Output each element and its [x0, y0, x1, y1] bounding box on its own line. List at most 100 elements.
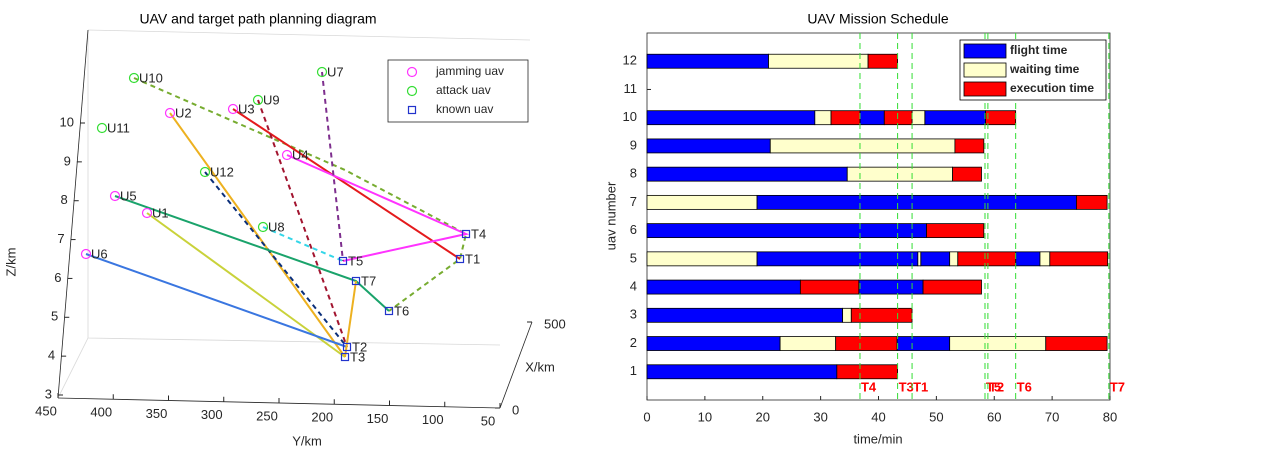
- node-label: U4: [292, 147, 309, 162]
- node-marker: [384, 306, 394, 316]
- node-marker: [406, 85, 418, 97]
- path-edge: [204, 171, 348, 348]
- path-edge: [169, 112, 346, 358]
- task-bar: [896, 336, 951, 351]
- y-axis-label: uav number: [603, 181, 618, 250]
- node-label: U10: [139, 70, 163, 85]
- z-tick-label: 3: [45, 386, 52, 401]
- task-bar: [646, 138, 771, 154]
- y-tick-label: 400: [90, 405, 112, 420]
- legend-label: flight time: [1010, 43, 1068, 57]
- x-tick-label: 0: [643, 409, 650, 424]
- node-marker: [407, 105, 417, 115]
- node-label: U1: [152, 205, 169, 220]
- node-label: U7: [327, 64, 344, 79]
- y-tick-label: 250: [256, 408, 278, 423]
- task-bar: [924, 110, 986, 126]
- node-marker: [340, 352, 350, 362]
- node-marker: [252, 94, 264, 106]
- node-marker: [257, 221, 269, 233]
- path-edge: [133, 77, 468, 312]
- node-marker: [141, 207, 153, 219]
- node-marker: [96, 122, 108, 134]
- x-tick-label: 70: [1045, 409, 1059, 424]
- path-edge: [257, 99, 348, 348]
- task-bar: [756, 251, 919, 267]
- path-edge: [344, 280, 357, 358]
- z-axis-label: Z/km: [3, 248, 18, 277]
- chart-title: UAV Mission Schedule: [807, 11, 949, 27]
- task-bar: [768, 53, 869, 69]
- y-tick-label: 450: [35, 403, 57, 418]
- z-tick-label: 4: [48, 348, 55, 363]
- task-marker-label: T3: [899, 379, 914, 394]
- node-label: T1: [465, 251, 480, 266]
- task-bar: [646, 194, 758, 210]
- x-tick-label: 500: [544, 316, 566, 331]
- y-tick-label: 300: [201, 407, 223, 422]
- legend-label: known uav: [436, 102, 493, 116]
- task-marker-label: T2: [989, 379, 1004, 394]
- task-bar: [846, 166, 953, 182]
- node-marker: [455, 254, 465, 264]
- task-bar: [799, 279, 860, 295]
- path-edge: [286, 154, 470, 262]
- node-label: T5: [348, 253, 363, 268]
- chart-title: UAV and target path planning diagram: [139, 11, 376, 27]
- legend-box: [387, 59, 529, 123]
- x-tick-label: 50: [929, 409, 943, 424]
- node-label: U9: [263, 92, 280, 107]
- node-marker: [227, 103, 239, 115]
- z-tick-label: 5: [51, 309, 58, 324]
- node-marker: [281, 149, 293, 161]
- z-tick-label: 8: [60, 192, 67, 207]
- node-marker: [351, 276, 361, 286]
- y-axis-label: Y/km: [292, 433, 322, 448]
- task-bar: [756, 194, 1077, 210]
- task-bar: [646, 336, 781, 351]
- x-tick-label: 20: [756, 409, 770, 424]
- node-label: U8: [268, 219, 285, 234]
- box-frame: [57, 29, 531, 399]
- task-bar: [646, 279, 801, 295]
- task-bar: [883, 110, 913, 126]
- task-bar: [867, 53, 898, 69]
- task-bar: [1039, 251, 1051, 267]
- node-marker: [164, 107, 176, 119]
- task-bar: [646, 223, 927, 239]
- path-edge: [232, 108, 461, 260]
- x-tick-label: 0: [512, 402, 519, 417]
- node-marker: [109, 190, 121, 202]
- task-bar: [779, 336, 837, 351]
- y-tick-label: 200: [311, 410, 333, 425]
- task-bar: [836, 364, 898, 380]
- node-label: U2: [175, 105, 192, 120]
- node-marker: [406, 66, 418, 78]
- task-marker-label: T5: [986, 379, 1001, 394]
- task-bar: [835, 336, 898, 351]
- path-edge: [321, 71, 344, 262]
- task-bar: [954, 138, 985, 154]
- task-marker-label: T4: [861, 379, 877, 394]
- y-tick-label: 11: [624, 81, 638, 96]
- path-edge: [85, 253, 348, 348]
- task-bar: [917, 251, 922, 267]
- task-bar: [920, 251, 951, 267]
- node-label: T3: [350, 349, 365, 364]
- task-bar: [646, 166, 848, 182]
- y-tick-label: 7: [630, 194, 637, 209]
- task-bar: [858, 279, 924, 295]
- node-label: T6: [394, 303, 409, 318]
- task-bar: [985, 110, 1017, 126]
- y-tick-label: 1: [630, 363, 637, 378]
- z-tick-label: 7: [57, 231, 64, 246]
- task-bar: [1049, 251, 1109, 267]
- node-marker: [342, 342, 352, 352]
- legend-swatch: [963, 62, 1007, 78]
- z-tick-label: 9: [64, 153, 71, 168]
- node-marker: [80, 248, 92, 260]
- node-label: T2: [352, 339, 367, 354]
- x-tick-label: 60: [987, 409, 1001, 424]
- task-bar: [814, 110, 832, 126]
